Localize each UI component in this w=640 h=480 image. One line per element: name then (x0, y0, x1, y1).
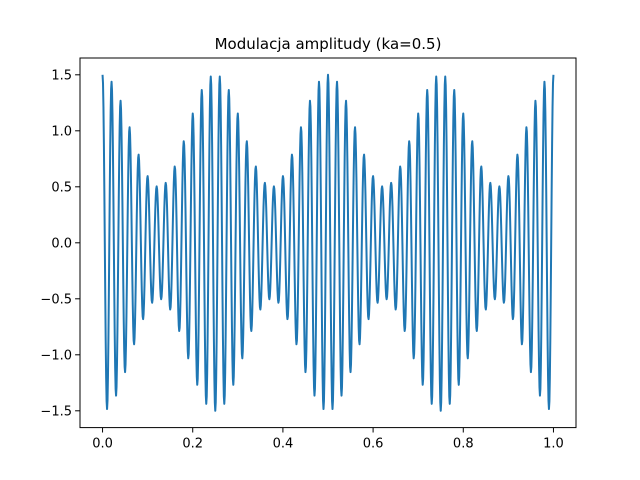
x-tick-label: 0.0 (92, 437, 113, 452)
y-tick-label: −0.5 (40, 292, 72, 307)
y-tick-label: 0.0 (51, 236, 72, 251)
x-tick-label: 0.8 (453, 437, 474, 452)
y-tick-label: 0.5 (51, 180, 72, 195)
series-line (101, 73, 555, 412)
x-tick-label: 0.4 (273, 437, 294, 452)
y-axis: −1.5 −1.0 −0.5 0.0 0.5 1.0 1.5 (40, 68, 80, 419)
x-tick-label: 0.2 (182, 437, 203, 452)
chart-title: Modulacja amplitudy (ka=0.5) (215, 35, 442, 53)
y-tick-label: 1.0 (51, 124, 72, 139)
y-tick-label: 1.5 (51, 68, 72, 83)
y-tick-label: −1.5 (40, 404, 72, 419)
x-tick-label: 0.6 (363, 437, 384, 452)
x-axis: 0.0 0.2 0.4 0.6 0.8 1.0 (92, 427, 564, 452)
x-tick-label: 1.0 (543, 437, 564, 452)
y-tick-label: −1.0 (40, 348, 72, 363)
plot-area (101, 73, 555, 412)
